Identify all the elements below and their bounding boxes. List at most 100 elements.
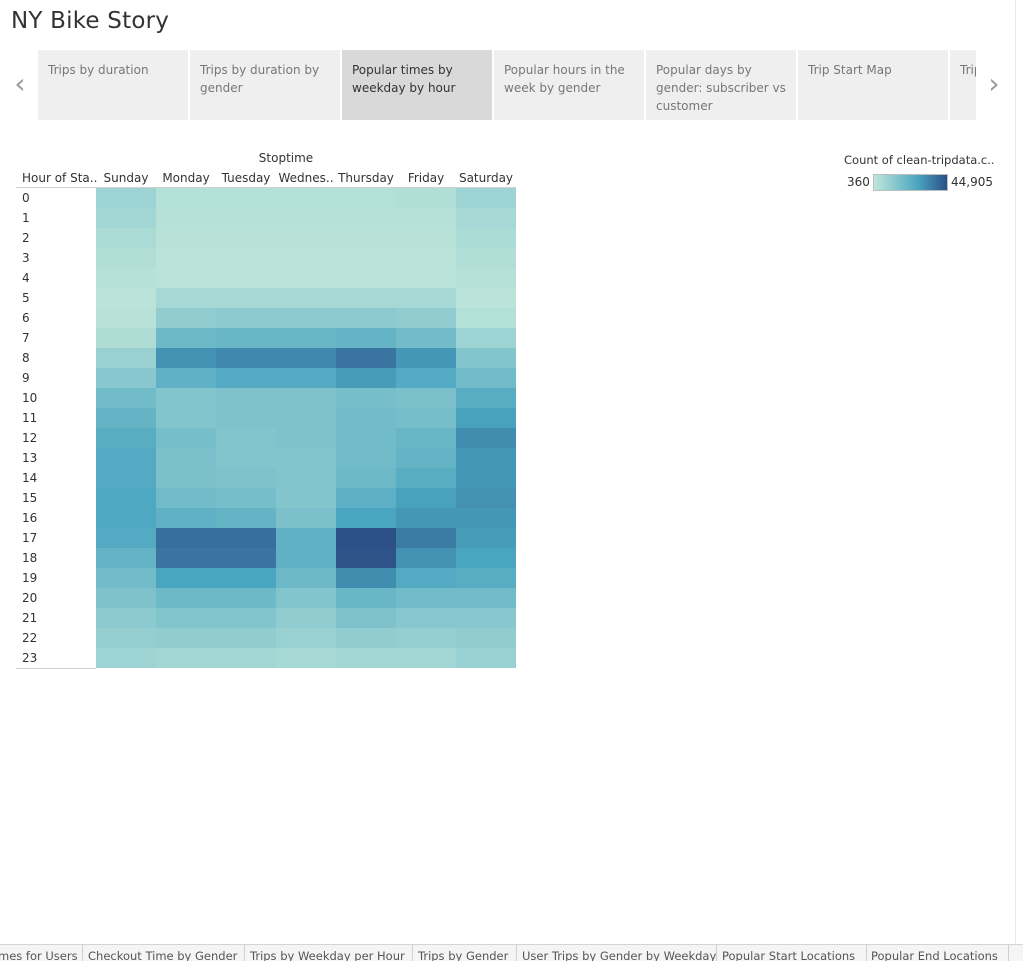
heatmap-cell: [456, 448, 516, 468]
column-label: Thursday: [337, 171, 394, 185]
heatmap-cell: [96, 228, 156, 248]
heatmap-cell: [456, 428, 516, 448]
row-label: 2: [22, 231, 30, 245]
row-label: 9: [22, 371, 30, 385]
heatmap-cell: [216, 648, 276, 668]
heatmap-cell: [336, 208, 396, 228]
row-label: 6: [22, 311, 30, 325]
heatmap-cell: [96, 508, 156, 528]
heatmap-cell: [396, 248, 456, 268]
heatmap-cell: [156, 288, 216, 308]
heatmap-cell: [336, 568, 396, 588]
heatmap-cell: [276, 628, 336, 648]
heatmap-cell: [456, 588, 516, 608]
sheet-tab[interactable]: mes for Users: [0, 949, 78, 961]
heatmap-cell: [96, 208, 156, 228]
heatmap-cell: [336, 508, 396, 528]
heatmap-chart: Stoptime Hour of Sta.. Sunday Monday Tuesday…: [16, 151, 516, 669]
heatmap-cell: [396, 228, 456, 248]
heatmap-cell: [396, 428, 456, 448]
column-group-header: Stoptime: [259, 151, 313, 165]
heatmap-cell: [216, 508, 276, 528]
row-label: 18: [22, 551, 37, 565]
story-tab-popular-hours-by-gender[interactable]: Popular hours in the week by gender: [494, 50, 644, 120]
heatmap-cell: [336, 248, 396, 268]
story-tab-trips-by-duration[interactable]: Trips by duration: [38, 50, 188, 120]
heatmap-cell: [456, 548, 516, 568]
heatmap-cell: [276, 288, 336, 308]
sheet-tab[interactable]: Trips by Gender: [418, 949, 509, 961]
heatmap-cell: [156, 448, 216, 468]
row-label: 17: [22, 531, 37, 545]
heatmap-cell: [156, 588, 216, 608]
heatmap-cell: [396, 588, 456, 608]
heatmap-cell: [336, 188, 396, 208]
heatmap-cell: [396, 268, 456, 288]
heatmap-cell: [216, 368, 276, 388]
heatmap-cell: [336, 608, 396, 628]
story-tab-popular-days-by-gender[interactable]: Popular days by gender: subscriber vs cu…: [646, 50, 796, 120]
heatmap-cell: [396, 308, 456, 328]
sheet-tab[interactable]: Popular End Locations: [871, 949, 998, 961]
sheet-tab[interactable]: User Trips by Gender by Weekday: [522, 949, 717, 961]
story-title: NY Bike Story: [11, 8, 170, 34]
story-tab-trip-start-map[interactable]: Trip Start Map: [798, 50, 948, 120]
heatmap-cell: [396, 508, 456, 528]
sheet-tab[interactable]: Trips by Weekday per Hour: [250, 949, 405, 961]
heatmap-cell: [396, 188, 456, 208]
legend-title: Count of clean-tripdata.c..: [844, 153, 995, 167]
row-header: Hour of Sta..: [22, 171, 97, 185]
heatmap-cell: [156, 648, 216, 668]
next-arrow-icon[interactable]: ›: [988, 67, 1000, 100]
heatmap-cell: [336, 348, 396, 368]
heatmap-cell: [156, 548, 216, 568]
heatmap-cell: [156, 608, 216, 628]
row-label: 8: [22, 351, 30, 365]
column-label: Saturday: [459, 171, 513, 185]
heatmap-cell: [456, 528, 516, 548]
legend-max-label: 44,905: [951, 175, 993, 189]
heatmap-cell: [96, 328, 156, 348]
row-label: 15: [22, 491, 37, 505]
heatmap-cell: [156, 248, 216, 268]
row-label: 0: [22, 191, 30, 205]
heatmap-cell: [156, 528, 216, 548]
heatmap-cell: [336, 368, 396, 388]
heatmap-cell: [216, 548, 276, 568]
story-tab-trip[interactable]: Trip: [950, 50, 976, 120]
heatmap-cell: [156, 188, 216, 208]
sheet-tab[interactable]: Checkout Time by Gender: [88, 949, 238, 961]
heatmap-cell: [396, 288, 456, 308]
heatmap-cell: [276, 228, 336, 248]
heatmap-cell: [276, 248, 336, 268]
heatmap-cell: [156, 268, 216, 288]
heatmap-cell: [456, 208, 516, 228]
row-label: 20: [22, 591, 37, 605]
heatmap-cell: [276, 488, 336, 508]
sheet-tab-divider: [1008, 945, 1009, 961]
column-label: Friday: [408, 171, 444, 185]
sheet-tab-divider: [516, 945, 517, 961]
heatmap-cell: [216, 328, 276, 348]
heatmap-cell: [456, 608, 516, 628]
sheet-tab-divider: [412, 945, 413, 961]
heatmap-cell: [336, 428, 396, 448]
heatmap-cell: [396, 348, 456, 368]
sheet-tab[interactable]: Popular Start Locations: [722, 949, 856, 961]
heatmap-cell: [96, 608, 156, 628]
sheet-tab-divider: [244, 945, 245, 961]
heatmap-cell: [336, 308, 396, 328]
heatmap-cell: [156, 228, 216, 248]
heatmap-cell: [456, 308, 516, 328]
heatmap-cell: [336, 628, 396, 648]
heatmap-cell: [96, 388, 156, 408]
previous-arrow-icon[interactable]: ‹: [14, 67, 26, 100]
heatmap-cell: [156, 488, 216, 508]
story-tab-trips-by-duration-by-gender[interactable]: Trips by duration by gender: [190, 50, 340, 120]
heatmap-cell: [96, 468, 156, 488]
heatmap-cell: [216, 528, 276, 548]
story-tab-popular-times-by-weekday[interactable]: Popular times by weekday by hour: [342, 50, 492, 120]
heatmap-cell: [336, 228, 396, 248]
heatmap-cell: [276, 208, 336, 228]
heatmap-cell: [216, 188, 276, 208]
